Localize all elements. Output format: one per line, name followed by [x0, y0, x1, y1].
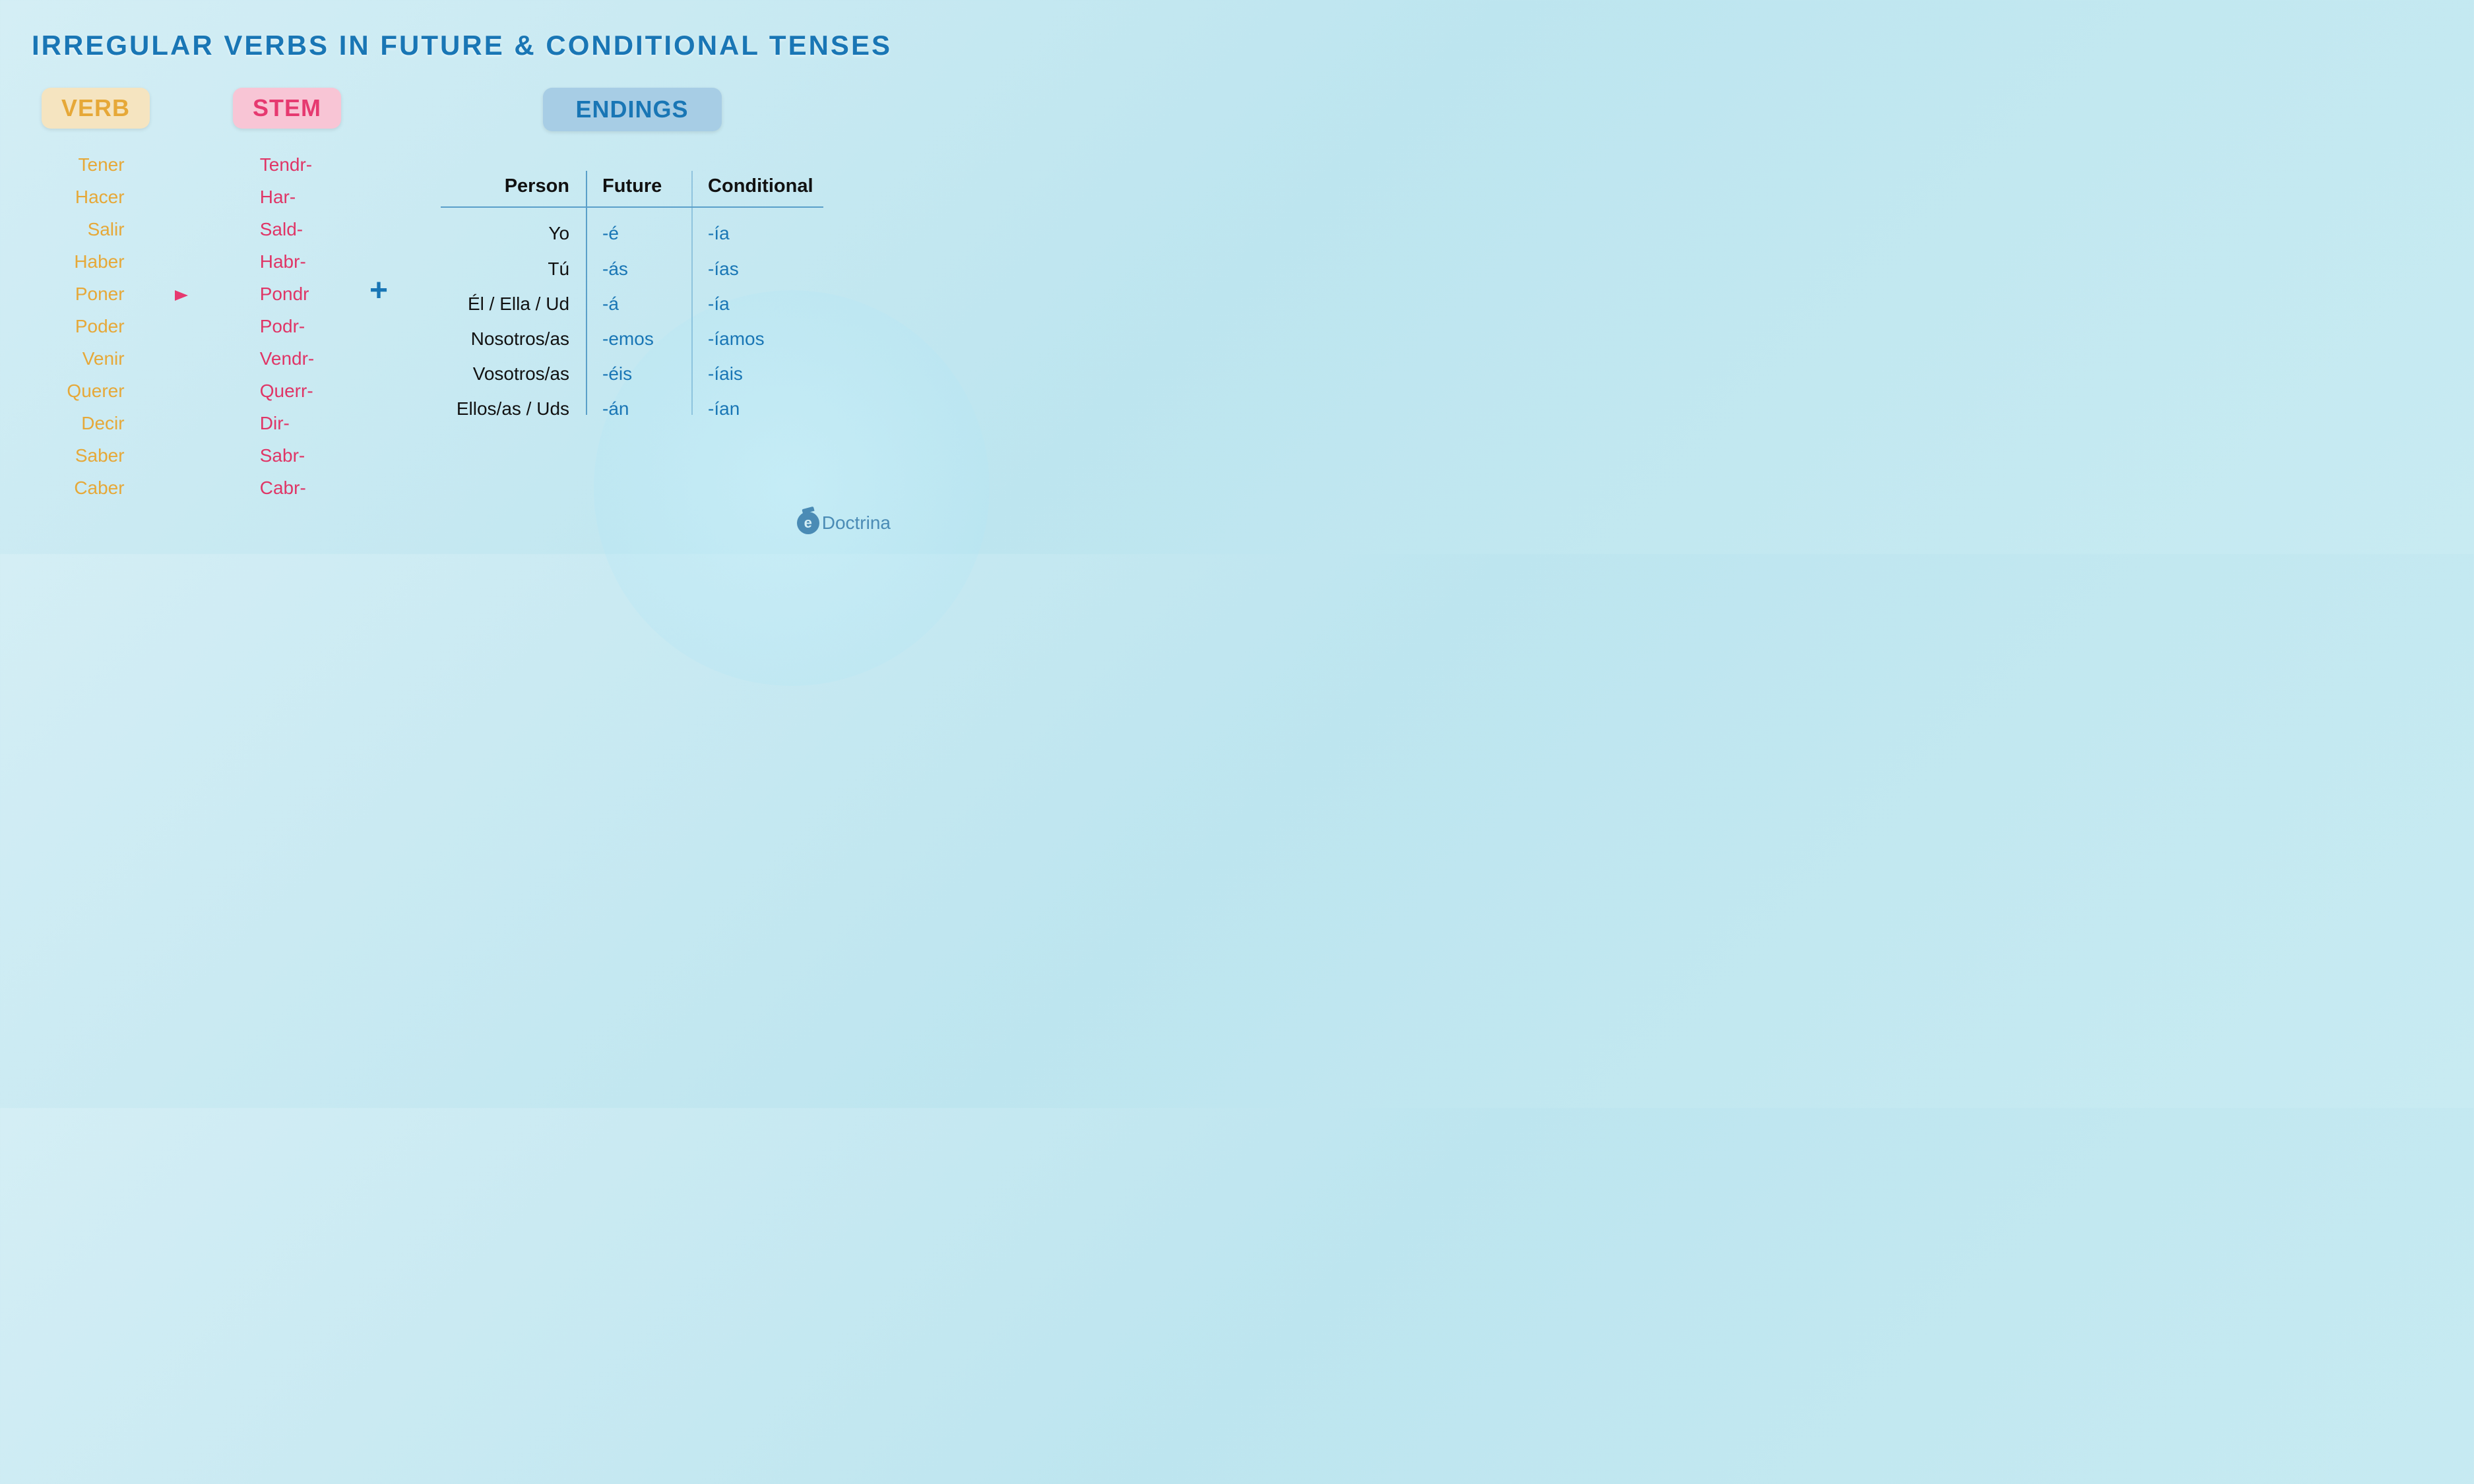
- stem-item: Har-: [260, 181, 315, 213]
- cell-person: Yo: [441, 216, 586, 251]
- table-header: Person Future Conditional: [441, 171, 823, 206]
- table-row: Tú-ás-ías: [441, 251, 823, 286]
- logo-text: Doctrina: [822, 512, 891, 534]
- table-body: Yo-é-íaTú-ás-íasÉl / Ella / Ud-á-íaNosot…: [441, 216, 823, 426]
- stem-item: Vendr-: [260, 342, 315, 375]
- cell-person: Él / Ella / Ud: [441, 286, 586, 321]
- verb-item: Venir: [67, 342, 124, 375]
- cell-future: -é: [586, 216, 691, 251]
- verb-item: Decir: [67, 407, 124, 439]
- endings-column: ENDINGS Person Future Conditional Yo-é-í…: [441, 88, 823, 427]
- verb-pill: VERB: [42, 88, 150, 129]
- stem-item: Habr-: [260, 245, 315, 278]
- cell-person: Tú: [441, 251, 586, 286]
- page-title: IRREGULAR VERBS IN FUTURE & CONDITIONAL …: [0, 0, 924, 61]
- cell-future: -á: [586, 286, 691, 321]
- cell-conditional: -ía: [691, 216, 823, 251]
- verb-list: TenerHacerSalirHaberPonerPoderVenirQuere…: [67, 148, 124, 504]
- cell-person: Nosotros/as: [441, 321, 586, 356]
- arrow-icon: [122, 289, 188, 302]
- brand-logo: e Doctrina: [797, 512, 891, 534]
- cell-person: Vosotros/as: [441, 356, 586, 391]
- stem-item: Podr-: [260, 310, 315, 342]
- th-conditional: Conditional: [691, 171, 823, 201]
- stem-item: Sabr-: [260, 439, 315, 472]
- table-vline-2: [691, 171, 693, 415]
- table-row: Ellos/as / Uds-án-ían: [441, 391, 823, 426]
- stem-pill: STEM: [233, 88, 341, 129]
- table-row: Yo-é-ía: [441, 216, 823, 251]
- table-row: Nosotros/as-emos-íamos: [441, 321, 823, 356]
- verb-item: Caber: [67, 472, 124, 504]
- content-area: VERB TenerHacerSalirHaberPonerPoderVenir…: [0, 61, 924, 504]
- cell-person: Ellos/as / Uds: [441, 391, 586, 426]
- stem-list: Tendr-Har-Sald-Habr-PondrPodr-Vendr-Quer…: [260, 148, 315, 504]
- verb-item: Hacer: [67, 181, 124, 213]
- stem-item: Pondr: [260, 278, 315, 310]
- verb-item: Querer: [67, 375, 124, 407]
- cell-future: -emos: [586, 321, 691, 356]
- endings-table: Person Future Conditional Yo-é-íaTú-ás-í…: [441, 171, 823, 427]
- table-vline-1: [586, 171, 587, 415]
- cell-conditional: -ía: [691, 286, 823, 321]
- verb-item: Haber: [67, 245, 124, 278]
- verb-item: Tener: [67, 148, 124, 181]
- stem-item: Querr-: [260, 375, 315, 407]
- cell-future: -ás: [586, 251, 691, 286]
- cell-future: -éis: [586, 356, 691, 391]
- plus-icon: +: [356, 272, 401, 309]
- cell-conditional: -ían: [691, 391, 823, 426]
- cell-conditional: -íamos: [691, 321, 823, 356]
- th-person: Person: [441, 171, 586, 201]
- stem-item: Dir-: [260, 407, 315, 439]
- verb-item: Poner: [67, 278, 124, 310]
- stem-column: STEM Tendr-Har-Sald-Habr-PondrPodr-Vendr…: [231, 88, 343, 504]
- cell-conditional: -ías: [691, 251, 823, 286]
- cell-conditional: -íais: [691, 356, 823, 391]
- stem-item: Tendr-: [260, 148, 315, 181]
- th-future: Future: [586, 171, 691, 201]
- table-row: Vosotros/as-éis-íais: [441, 356, 823, 391]
- verb-item: Saber: [67, 439, 124, 472]
- logo-icon: e: [797, 512, 819, 534]
- stem-item: Sald-: [260, 213, 315, 245]
- table-row: Él / Ella / Ud-á-ía: [441, 286, 823, 321]
- cell-future: -án: [586, 391, 691, 426]
- verb-item: Poder: [67, 310, 124, 342]
- stem-item: Cabr-: [260, 472, 315, 504]
- endings-pill: ENDINGS: [543, 88, 722, 131]
- table-hline: [441, 206, 823, 208]
- verb-item: Salir: [67, 213, 124, 245]
